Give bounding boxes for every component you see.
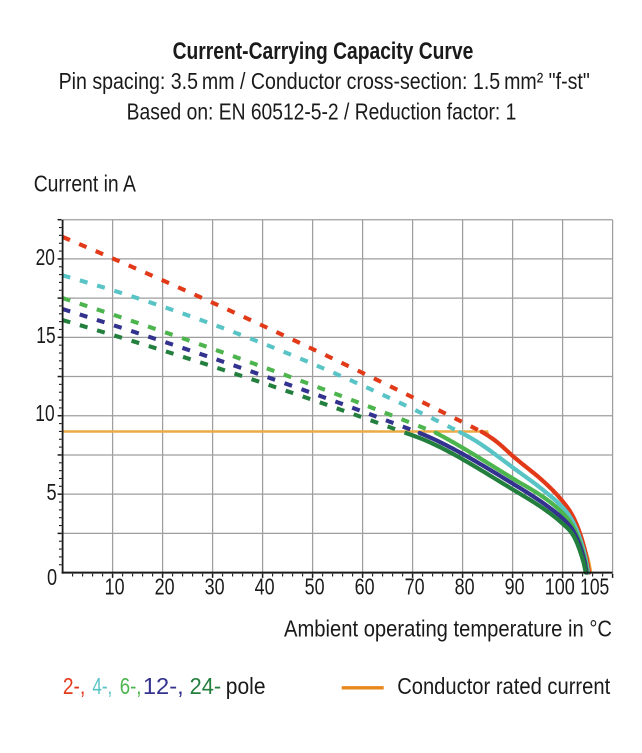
svg-text:50: 50 — [305, 574, 325, 600]
svg-text:2-,: 2-, — [63, 673, 85, 699]
svg-text:15: 15 — [36, 322, 55, 348]
svg-text:Ambient operating temperature: Ambient operating temperature in °C — [284, 615, 612, 641]
svg-text:6-,: 6-, — [120, 673, 142, 699]
svg-text:4-,: 4-, — [92, 673, 112, 699]
svg-text:30: 30 — [205, 574, 225, 600]
svg-text:100: 100 — [545, 574, 575, 600]
svg-text:10: 10 — [105, 574, 125, 600]
svg-text:70: 70 — [405, 574, 425, 600]
svg-text:80: 80 — [455, 574, 475, 600]
svg-text:0: 0 — [47, 564, 57, 590]
svg-text:pole: pole — [226, 673, 266, 699]
svg-text:105: 105 — [580, 574, 609, 600]
svg-text:Current in A: Current in A — [34, 171, 136, 197]
svg-text:40: 40 — [255, 574, 275, 600]
svg-text:10: 10 — [35, 400, 54, 426]
svg-text:90: 90 — [505, 574, 525, 600]
svg-text:Pin spacing: 3.5 mm / Conducto: Pin spacing: 3.5 mm / Conductor cross-se… — [59, 68, 590, 94]
svg-text:24-: 24- — [190, 673, 222, 699]
svg-text:12-,: 12-, — [143, 673, 184, 699]
svg-text:Based on: EN 60512-5-2 / Reduc: Based on: EN 60512-5-2 / Reduction facto… — [127, 99, 517, 125]
svg-text:60: 60 — [355, 574, 375, 600]
svg-text:20: 20 — [36, 244, 55, 270]
svg-text:Current-Carrying Capacity Curv: Current-Carrying Capacity Curve — [173, 38, 474, 65]
svg-text:Conductor rated current: Conductor rated current — [397, 673, 610, 699]
svg-text:5: 5 — [47, 479, 57, 505]
svg-text:20: 20 — [155, 574, 175, 600]
